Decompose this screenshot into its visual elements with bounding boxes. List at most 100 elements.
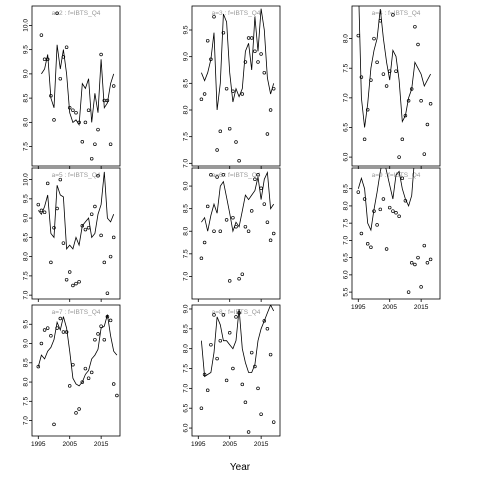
observation-point (102, 260, 107, 265)
observation-point (259, 186, 263, 191)
observation-point (83, 366, 88, 371)
observation-point (89, 370, 94, 375)
observation-point (416, 255, 420, 260)
panel-data (36, 314, 119, 427)
observation-point (215, 356, 219, 361)
observation-point (99, 52, 103, 57)
observation-point (419, 285, 423, 289)
panel-data (36, 171, 116, 295)
observation-point (205, 204, 210, 209)
y-tick-label: 8.5 (23, 232, 30, 241)
observation-point (89, 212, 94, 216)
observation-point (86, 108, 91, 112)
observation-point (199, 256, 204, 261)
observation-point (67, 106, 72, 110)
y-tick-label: 8.0 (23, 377, 30, 386)
y-tick-label: 5.5 (343, 287, 350, 296)
y-tick-label: 9.5 (23, 45, 30, 54)
observation-point (246, 430, 251, 434)
panel-data (199, 305, 276, 434)
y-tick-label: 9.0 (183, 181, 190, 190)
panel-frame (351, 5, 441, 167)
observation-point (381, 72, 386, 76)
observation-point (83, 120, 88, 125)
observation-point (406, 290, 411, 294)
observation-point (58, 177, 63, 182)
observation-point (45, 57, 50, 62)
observation-point (394, 211, 398, 215)
panel-1: a=2 : f=IBTS_Q4 7.5 8.0 8.5 9.0 9.5 10.0 (23, 5, 121, 169)
observation-point (394, 69, 398, 73)
observation-point (52, 118, 56, 122)
observation-point (271, 86, 276, 91)
observation-point (77, 279, 81, 284)
observation-point (365, 242, 370, 246)
panel-frame (31, 304, 121, 437)
observation-point (234, 315, 238, 319)
fitted-line (37, 171, 115, 250)
observation-point (199, 406, 204, 410)
panel-title: a=3 : f=IBTS_Q4 (212, 10, 261, 17)
observation-point (403, 113, 408, 118)
y-tick-label: 8.0 (343, 34, 350, 43)
observation-point (240, 272, 245, 276)
observation-point (387, 205, 392, 210)
observation-point (49, 93, 53, 98)
y-tick-label: 7.0 (183, 272, 190, 281)
y-tick-label: 6.0 (183, 423, 190, 432)
observation-point (384, 84, 389, 88)
observation-point (71, 362, 75, 367)
panel-frame (191, 5, 281, 167)
observation-point (36, 202, 41, 207)
fitted-line (201, 8, 275, 111)
observation-point (108, 254, 113, 259)
y-tick-label: 8.5 (183, 324, 190, 333)
observation-point (397, 214, 401, 219)
observation-point (102, 98, 107, 103)
observation-point (224, 86, 229, 91)
panel-2: a=3 : f=IBTS_Q4 7.0 7.5 8.0 8.5 9.0 9.5 (183, 5, 281, 169)
observation-point (71, 283, 75, 288)
y-tick-label: 6.5 (343, 253, 350, 262)
y-tick-label: 7.5 (23, 271, 30, 280)
observation-point (89, 156, 94, 161)
observation-point (64, 45, 69, 49)
y-tick-label: 9.5 (183, 25, 190, 34)
observation-point (428, 257, 433, 262)
observation-point (209, 173, 213, 177)
observation-point (378, 19, 383, 23)
panel-frame (31, 167, 121, 300)
y-tick-label: 8.0 (183, 344, 190, 353)
observation-point (202, 92, 207, 96)
panel-title: a=5 : f=IBTS_Q4 (52, 172, 101, 179)
x-axis-label: Year (230, 462, 251, 473)
x-tick-label: 2015 (254, 441, 269, 448)
observation-point (249, 209, 254, 213)
observation-point (36, 364, 41, 369)
observation-point (234, 140, 238, 144)
y-tick-label: 7.0 (183, 158, 190, 167)
observation-point (372, 36, 376, 41)
panel-5: a=6 : f=IBTS_Q4 7.0 7.5 8.0 8.5 9.0 (183, 167, 281, 302)
observation-point (39, 33, 44, 37)
observation-point (42, 57, 47, 62)
observation-point (243, 60, 248, 64)
observation-point (215, 148, 219, 152)
observation-point (39, 341, 44, 346)
observation-point (212, 14, 216, 19)
panel-data (39, 11, 116, 161)
observation-point (259, 412, 263, 416)
observation-point (45, 326, 50, 330)
observation-point (212, 313, 216, 317)
observation-point (215, 175, 219, 179)
y-tick-label: 9.0 (183, 304, 190, 313)
y-tick-label: 8.5 (183, 78, 190, 87)
observation-point (55, 326, 59, 330)
fitted-line (201, 170, 275, 233)
observation-point (384, 247, 389, 251)
observation-point (111, 84, 116, 88)
observation-point (99, 233, 103, 238)
observation-point (409, 261, 414, 265)
panel-3: a=4 : f=IBTS_Q4 6.0 6.5 7.0 7.5 8.0 (343, 5, 441, 169)
observation-point (55, 206, 59, 211)
